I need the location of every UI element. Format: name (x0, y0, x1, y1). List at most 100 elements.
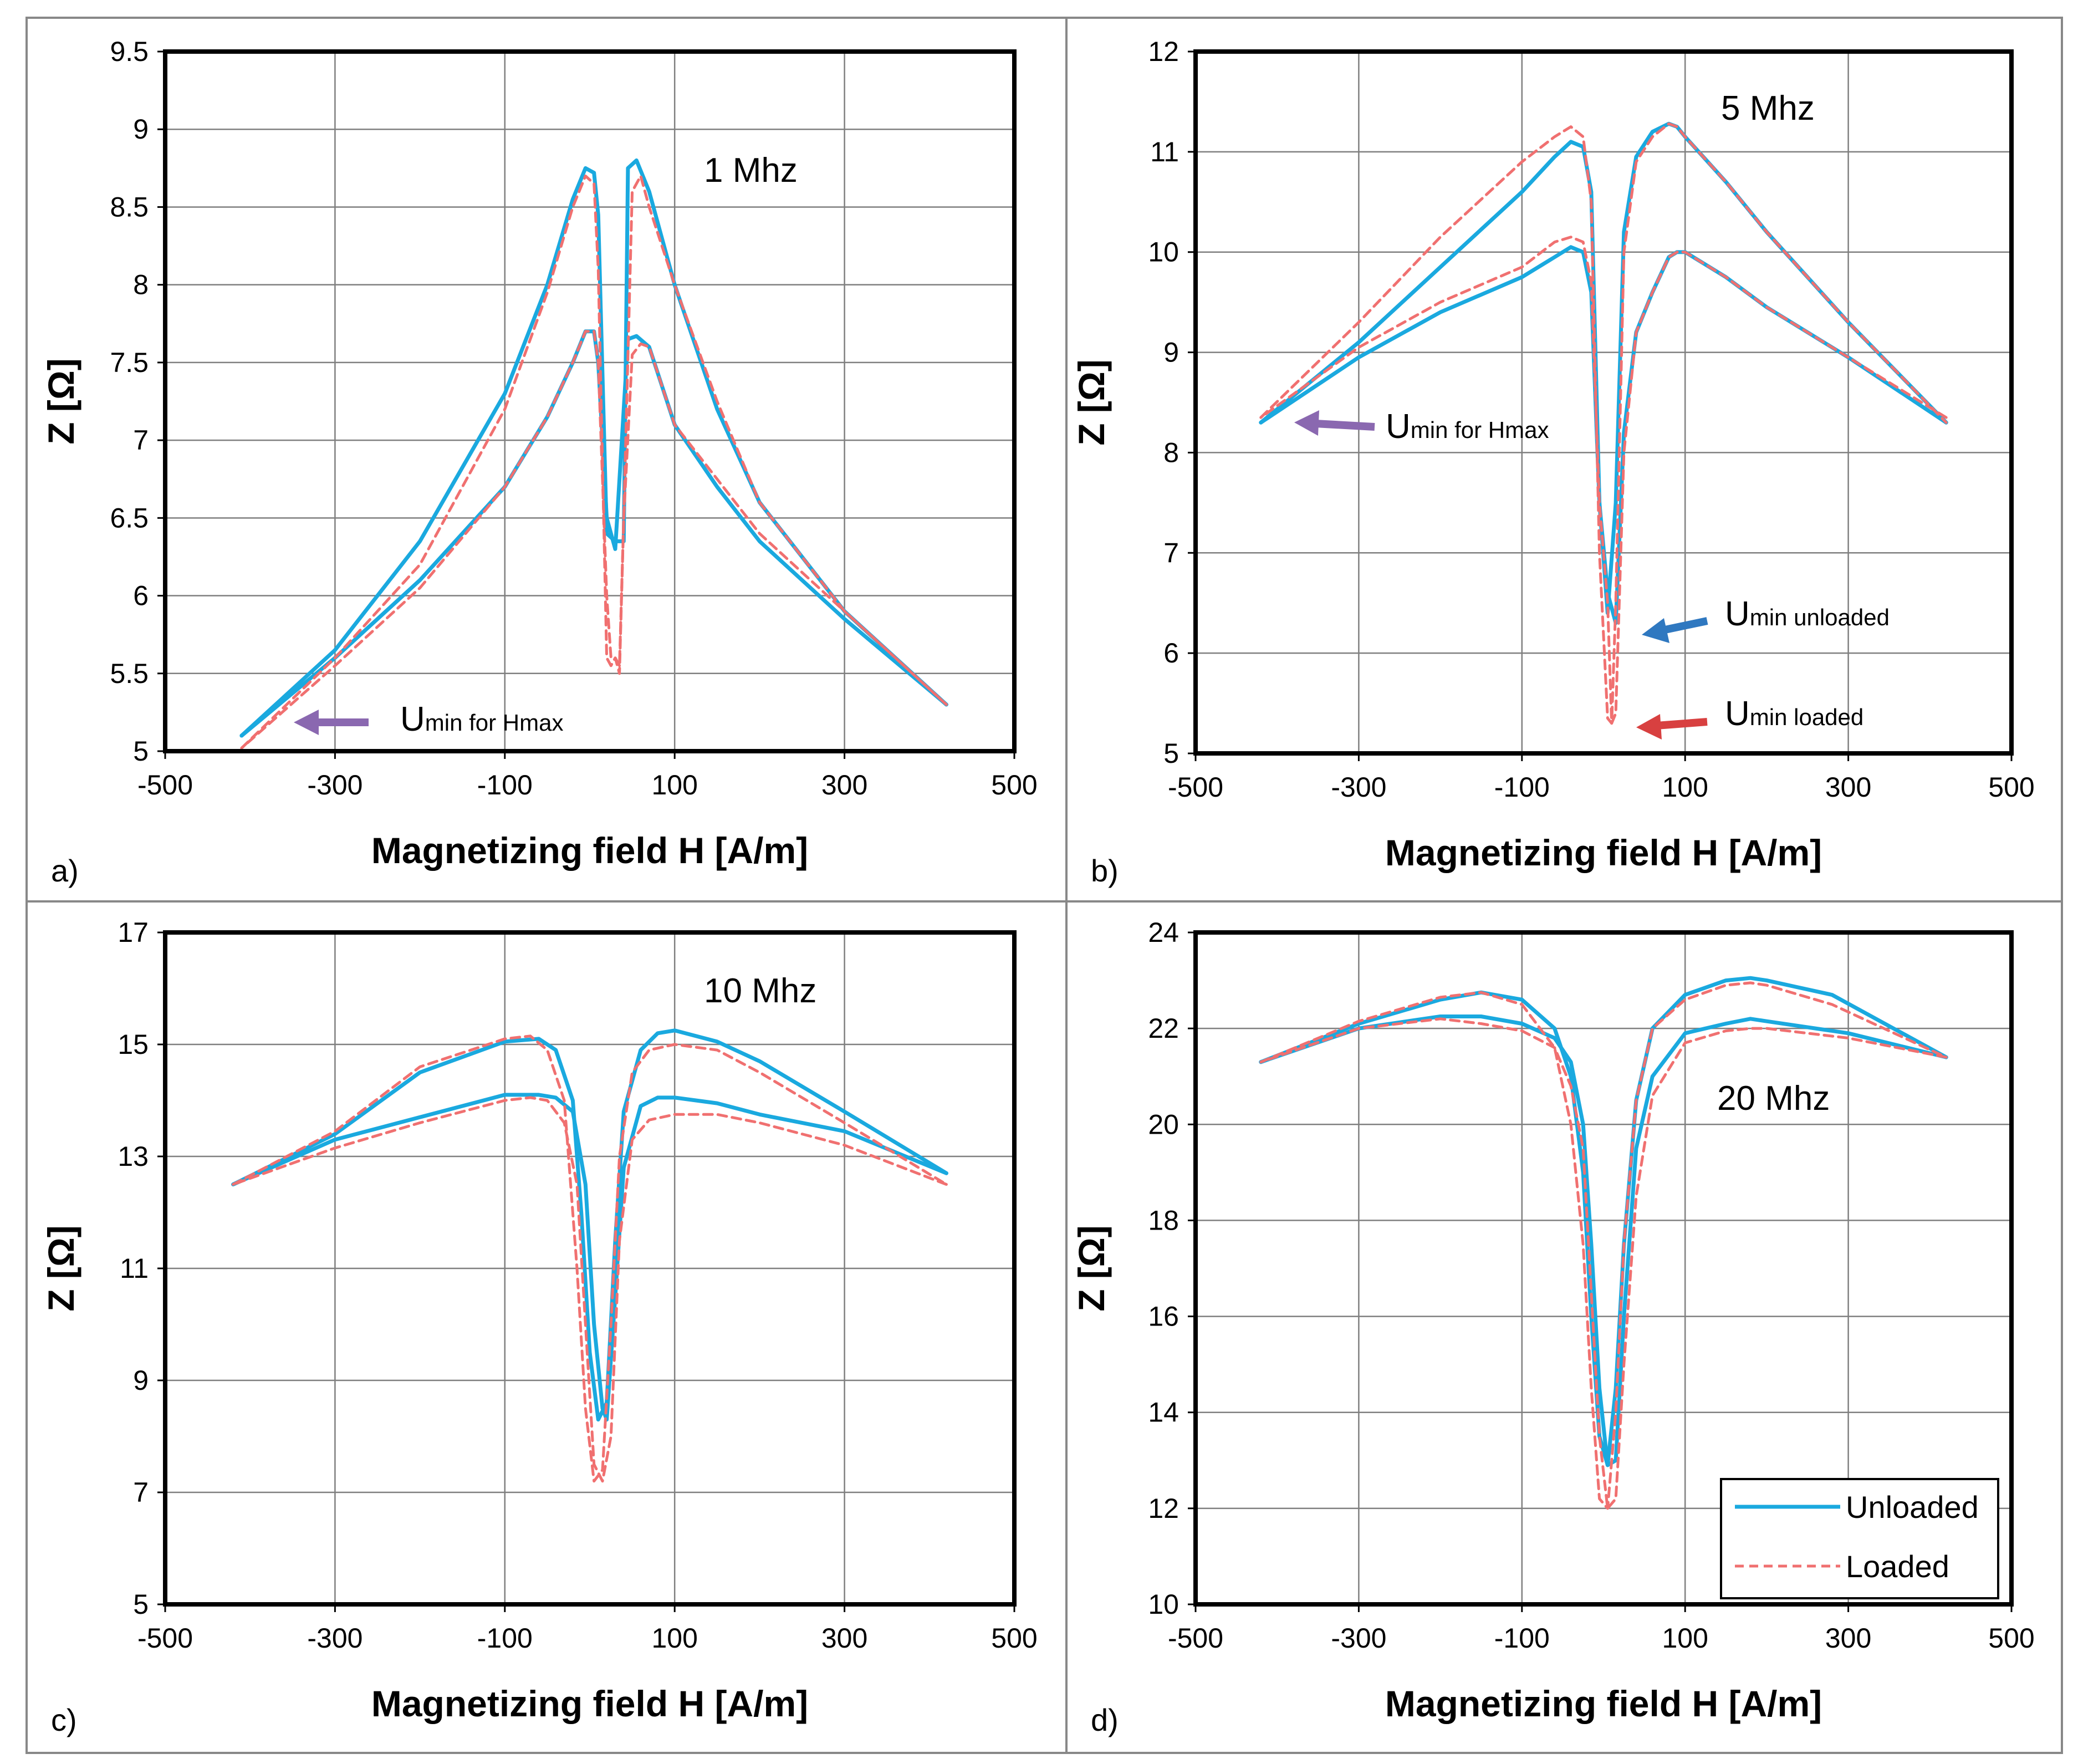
annotation-umin-loaded-b: Umin loaded (1636, 695, 1863, 740)
x-tick-label-a-1: -300 (307, 769, 362, 801)
frequency-label-d: 20 Mhz (1717, 1079, 1830, 1118)
x-tick-label-b-3: 100 (1662, 772, 1708, 803)
legend-label-unloaded: Unloaded (1846, 1490, 1979, 1525)
x-tick-label-b-4: 300 (1825, 772, 1871, 803)
x-tick-label-a-5: 500 (991, 769, 1037, 801)
y-tick-label-b-4: 9 (1163, 337, 1179, 368)
series-line-c-1 (231, 1093, 948, 1422)
frequency-label-a: 1 Mhz (704, 151, 798, 190)
y-axis-title-c: Z [Ω] (40, 1225, 81, 1312)
panel-letter-c: c) (51, 1702, 77, 1737)
y-tick-label-b-3: 8 (1163, 437, 1179, 468)
y-tick-label-a-8: 9 (133, 114, 149, 145)
y-tick-label-b-0: 5 (1163, 738, 1179, 769)
arrowhead-umin-unloaded-b (1642, 618, 1669, 643)
chart-panel-b: -500 -300 -100 100 300 500 5 6 7 8 9 10 11 12 Magnetiz… (1071, 36, 2035, 888)
legend-box (1720, 1478, 1999, 1599)
x-tick-label-c-1: -300 (307, 1623, 362, 1654)
annotation-a-sub2: max (519, 710, 563, 736)
x-tick-label-d-0: -500 (1168, 1623, 1223, 1654)
x-tick-label-a-0: -500 (137, 769, 193, 801)
x-tick-label-b-2: -100 (1494, 772, 1550, 803)
series-group-d (1259, 976, 1948, 1510)
x-axis-title-d: Magnetizing field H [A/m] (1385, 1683, 1822, 1724)
y-tick-label-c-2: 9 (133, 1365, 149, 1396)
x-tick-label-b-1: -300 (1331, 772, 1386, 803)
annotation-b1-sub2: max (1505, 417, 1549, 443)
x-tick-label-c-5: 500 (991, 1623, 1037, 1654)
y-tick-label-a-4: 7 (133, 425, 149, 456)
y-tick-label-b-2: 7 (1163, 537, 1179, 568)
chart-panel-c: -500 -300 -100 100 300 500 5 7 9 11 13 15 17 Magnetiz… (40, 917, 1038, 1737)
frequency-label-b: 5 Mhz (1721, 89, 1815, 128)
plot-frame-b (1193, 49, 2014, 756)
x-axis-title-b: Magnetizing field H [A/m] (1385, 832, 1822, 873)
y-tick-label-c-0: 5 (133, 1589, 149, 1620)
series-line-a-3 (240, 330, 948, 750)
x-tick-label-a-2: -100 (477, 769, 533, 801)
series-line-d-1 (1259, 1014, 1948, 1467)
y-tick-label-d-1: 12 (1148, 1493, 1179, 1524)
chart-panel-a: -500 -300 -100 100 300 500 5 5.5 6 6.5 7 7.5 8 8.5 9 9.… (40, 36, 1038, 888)
series-line-a-2 (240, 174, 948, 750)
svg-text:Umin unloaded: Umin unloaded (1725, 595, 1890, 633)
y-tick-label-d-2: 14 (1148, 1397, 1179, 1428)
y-tick-label-d-6: 22 (1148, 1013, 1179, 1044)
legend-label-loaded: Loaded (1846, 1549, 1949, 1584)
annotation-a-main: U (400, 700, 425, 738)
plot-frame-d (1193, 930, 2014, 1607)
y-tick-label-a-3: 6.5 (110, 502, 149, 533)
series-line-d-3 (1259, 1017, 1948, 1510)
svg-text:Umin for Hmax: Umin for Hmax (400, 700, 564, 738)
y-tick-label-c-6: 17 (118, 917, 149, 948)
y-tick-label-d-7: 24 (1148, 917, 1179, 948)
arrowhead-umin-hmax-a (294, 710, 319, 735)
y-axis-title-a: Z [Ω] (40, 358, 81, 445)
x-tick-label-d-4: 300 (1825, 1623, 1871, 1654)
annotation-b2-main: U (1725, 595, 1750, 633)
annotation-umin-hmax-a: Umin for Hmax (294, 700, 564, 738)
x-axis-title-c: Magnetizing field H [A/m] (371, 1683, 808, 1724)
y-tick-label-b-1: 6 (1163, 638, 1179, 669)
chart-panel-d: -500 -300 -100 100 300 500 10 12 14 16 18 20 22 24 Mag… (1071, 917, 2035, 1737)
annotation-a-sub: min for H (425, 710, 519, 736)
series-line-b-3 (1259, 236, 1948, 725)
series-line-b-2 (1259, 122, 1948, 725)
legend: Unloaded Loaded (1720, 1478, 1999, 1599)
y-tick-label-a-7: 8.5 (110, 191, 149, 222)
arrowhead-umin-loaded-b (1636, 714, 1662, 740)
x-tick-label-c-0: -500 (137, 1623, 193, 1654)
series-group-b (1259, 121, 1948, 725)
x-tick-label-d-5: 500 (1988, 1623, 2034, 1654)
panel-letter-a: a) (51, 853, 79, 888)
series-group-a (239, 158, 948, 750)
plot-area-a (165, 52, 1014, 751)
y-axis-title-d: Z [Ω] (1071, 1225, 1112, 1312)
annotation-umin-unloaded-b: Umin unloaded (1642, 595, 1890, 643)
x-tick-label-c-3: 100 (651, 1623, 697, 1654)
x-tick-label-d-3: 100 (1662, 1623, 1708, 1654)
y-tick-label-a-9: 9.5 (110, 36, 149, 67)
x-tick-label-d-1: -300 (1331, 1623, 1386, 1654)
annotation-b1-sub: min for H (1411, 417, 1505, 443)
panel-letter-d: d) (1091, 1702, 1119, 1737)
y-tick-label-d-5: 20 (1148, 1109, 1179, 1140)
annotation-b1-main: U (1386, 407, 1411, 446)
svg-text:Umin loaded: Umin loaded (1725, 695, 1863, 733)
arrowhead-umin-hmax-b (1294, 410, 1319, 436)
y-tick-label-a-1: 5.5 (110, 658, 149, 689)
frequency-label-c: 10 Mhz (704, 972, 816, 1010)
annotation-b2-sub: min unloaded (1750, 604, 1890, 630)
x-tick-label-a-3: 100 (651, 769, 697, 801)
y-tick-label-c-1: 7 (133, 1477, 149, 1508)
y-tick-label-a-2: 6 (133, 580, 149, 611)
x-tick-label-a-4: 300 (821, 769, 867, 801)
panel-letter-b: b) (1091, 853, 1119, 888)
annotation-b3-main: U (1725, 695, 1750, 733)
plot-frame-a (163, 49, 1017, 753)
y-tick-label-d-4: 18 (1148, 1205, 1179, 1236)
y-tick-label-d-0: 10 (1148, 1589, 1179, 1620)
y-tick-label-c-4: 13 (118, 1141, 149, 1172)
series-line-c-3 (232, 1096, 948, 1483)
